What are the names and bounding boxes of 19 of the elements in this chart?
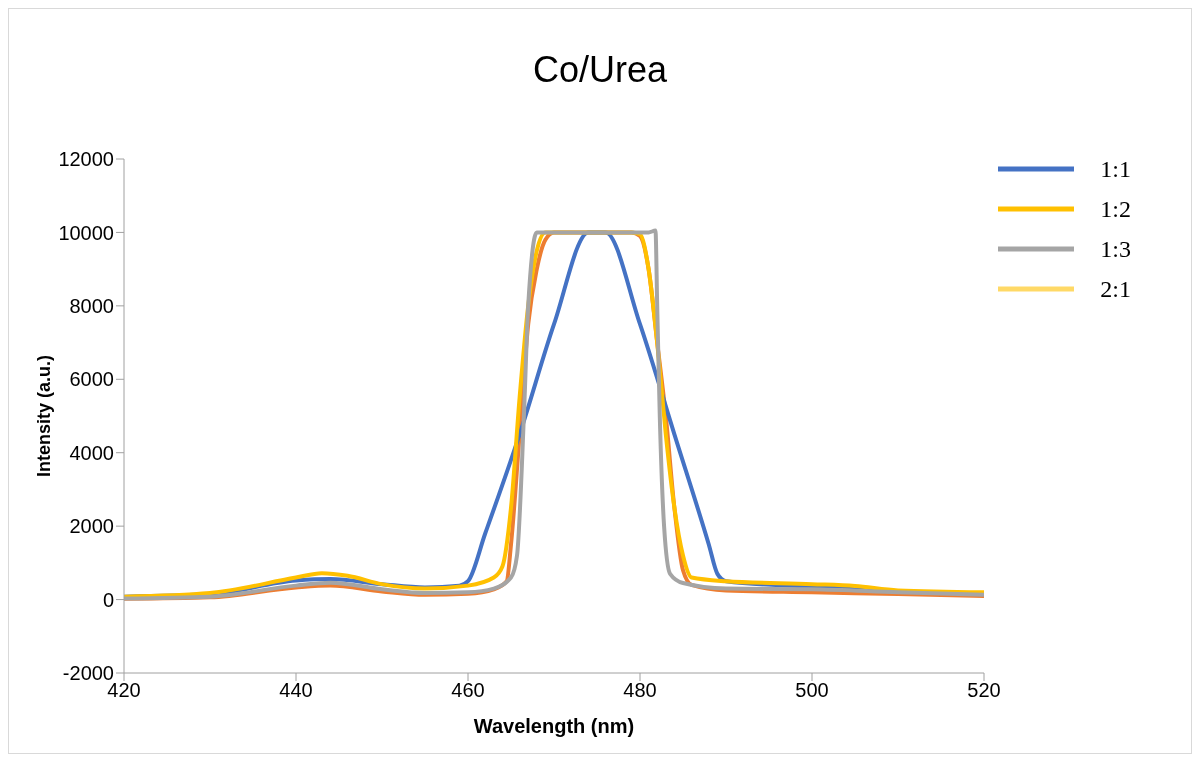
x-axis-title: Wavelength (nm) [473, 715, 635, 737]
x-tick-label: 480 [623, 679, 657, 702]
x-tick-label: 440 [279, 679, 313, 702]
y-tick-label: 10000 [58, 221, 114, 244]
legend-label: 1:3 [1100, 235, 1131, 263]
legend-label: 1:2 [1100, 195, 1131, 223]
chart-title: Co/Urea [531, 49, 669, 91]
x-tick-label: 460 [451, 679, 485, 702]
y-tick-label: 0 [102, 588, 114, 611]
y-tick-label: 4000 [69, 441, 114, 464]
legend-label: 1:1 [1100, 155, 1131, 183]
y-tick-label: 12000 [58, 148, 114, 171]
x-tick-label: 500 [795, 679, 829, 702]
x-tick-label: 520 [967, 679, 1001, 702]
y-axis-title: Intensity (a.u.) [34, 354, 55, 478]
y-tick-label: 8000 [69, 294, 114, 317]
y-tick-label: 2000 [69, 515, 114, 538]
y-tick-label: 6000 [69, 368, 114, 391]
legend-label: 2:1 [1100, 275, 1131, 303]
